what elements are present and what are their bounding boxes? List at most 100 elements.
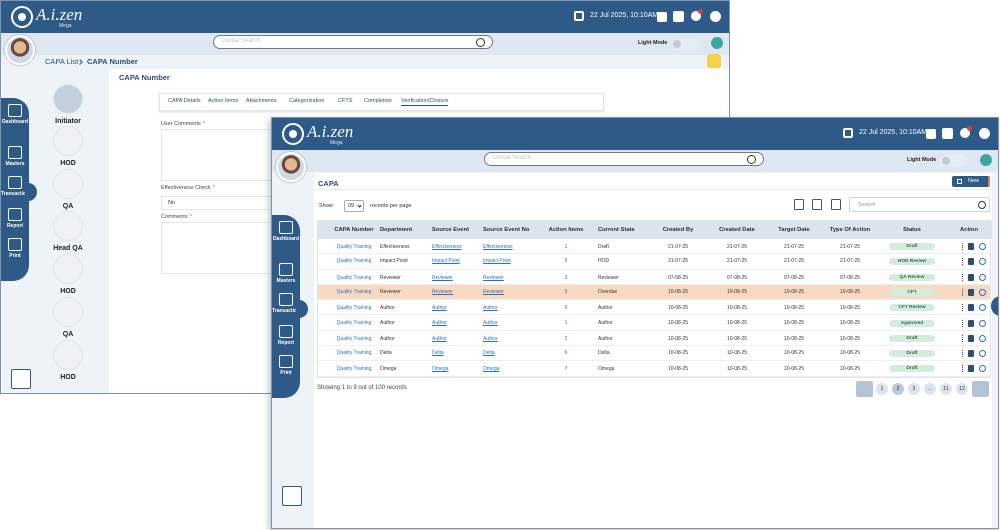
page-number[interactable]: 12 <box>956 383 968 395</box>
nav-label[interactable]: Masters <box>5 161 25 167</box>
print-settings-icon[interactable] <box>11 369 31 389</box>
view-icon[interactable] <box>968 365 974 373</box>
view-icon[interactable] <box>968 273 974 281</box>
view-icon[interactable] <box>968 288 974 296</box>
tab[interactable]: Attachments <box>246 98 277 104</box>
link-cell[interactable]: Quality Training <box>336 366 372 373</box>
nav-label[interactable]: Dashboard <box>1 119 29 125</box>
link-cell[interactable]: 5 <box>564 288 568 295</box>
row-menu[interactable] <box>962 334 964 342</box>
link-cell[interactable]: Reviewer <box>432 288 453 295</box>
history-icon[interactable] <box>979 350 986 358</box>
link-cell[interactable]: Author <box>432 305 447 312</box>
sidebar-toggle[interactable] <box>296 300 308 318</box>
globe-icon[interactable] <box>476 38 485 47</box>
link-cell[interactable]: Quality Training <box>336 274 372 281</box>
home-icon[interactable] <box>926 129 936 139</box>
view-icon[interactable] <box>968 334 974 342</box>
link-cell[interactable]: Impact Point <box>483 258 511 265</box>
nav-label[interactable]: Print <box>280 370 292 376</box>
history-icon[interactable] <box>979 304 986 312</box>
tab[interactable]: Categorization <box>289 98 325 104</box>
settings-icon[interactable] <box>979 128 990 139</box>
calendar-icon[interactable] <box>574 11 584 21</box>
view-icon[interactable] <box>968 304 974 312</box>
edit-button[interactable] <box>707 54 721 68</box>
link-cell[interactable]: Omega <box>432 366 449 373</box>
toolbar-icon[interactable] <box>794 199 804 210</box>
link-cell[interactable]: Author <box>432 335 447 342</box>
theme-toggle[interactable] <box>940 155 968 167</box>
settings-icon[interactable] <box>710 11 721 22</box>
theme-toggle[interactable] <box>671 38 699 50</box>
nav-label[interactable]: Report <box>277 340 295 346</box>
link-cell[interactable]: Omega <box>483 366 500 373</box>
print-settings-icon[interactable] <box>282 486 302 506</box>
link-cell[interactable]: Reviewer <box>483 288 504 295</box>
row-menu[interactable] <box>962 350 964 358</box>
tab[interactable]: Verification/Closure <box>401 98 449 106</box>
history-icon[interactable] <box>979 273 986 281</box>
select-input[interactable]: No <box>161 196 281 210</box>
textarea[interactable] <box>161 222 281 274</box>
nav-icon[interactable] <box>8 104 22 117</box>
link-cell[interactable]: Quality Training <box>336 335 372 342</box>
link-cell[interactable]: 6 <box>564 305 568 312</box>
view-icon[interactable] <box>968 350 974 358</box>
link-cell[interactable]: Quality Training <box>336 319 372 326</box>
next-page[interactable] <box>972 381 989 397</box>
page-number[interactable]: 2 <box>892 383 904 395</box>
link-cell[interactable]: Impact Point <box>432 258 460 265</box>
link-cell[interactable]: 1 <box>564 319 568 326</box>
nav-icon[interactable] <box>8 146 22 159</box>
nav-icon[interactable] <box>8 208 22 221</box>
row-menu[interactable] <box>962 319 964 327</box>
row-menu[interactable] <box>962 288 964 296</box>
tab[interactable]: Action Items <box>208 98 239 104</box>
row-menu[interactable] <box>962 365 964 373</box>
global-search[interactable]: Global Search <box>484 152 764 166</box>
link-cell[interactable]: Delta <box>432 350 444 357</box>
notification-icon[interactable] <box>691 11 701 21</box>
history-icon[interactable] <box>979 258 986 266</box>
row-menu[interactable] <box>962 304 964 312</box>
help-icon[interactable] <box>980 154 992 166</box>
view-icon[interactable] <box>968 258 974 266</box>
history-icon[interactable] <box>979 288 986 296</box>
link-cell[interactable]: 6 <box>564 350 568 357</box>
page-number[interactable]: 11 <box>940 383 952 395</box>
link-cell[interactable]: Reviewer <box>432 274 453 281</box>
link-cell[interactable]: Author <box>483 319 498 326</box>
nav-label[interactable]: Dashboard <box>272 236 300 242</box>
page-number[interactable]: ... <box>924 383 936 395</box>
new-button[interactable]: New <box>952 176 990 187</box>
view-icon[interactable] <box>968 243 974 250</box>
page-number[interactable]: 1 <box>876 383 888 395</box>
link-cell[interactable]: Author <box>483 305 498 312</box>
notification-icon[interactable] <box>960 128 970 138</box>
history-icon[interactable] <box>979 243 986 250</box>
nav-icon[interactable] <box>279 263 293 276</box>
nav-label[interactable]: Transaction <box>272 308 301 314</box>
link-cell[interactable]: 5 <box>564 258 568 265</box>
link-cell[interactable]: 2 <box>564 335 568 342</box>
link-cell[interactable]: Quality Training <box>336 305 372 312</box>
history-icon[interactable] <box>979 319 986 327</box>
right-collapse[interactable] <box>991 296 998 316</box>
page-size-select[interactable]: 09 <box>344 200 364 212</box>
history-icon[interactable] <box>979 365 986 373</box>
help-icon[interactable] <box>711 37 723 49</box>
link-cell[interactable]: Quality Training <box>336 258 372 265</box>
row-menu[interactable] <box>962 273 964 281</box>
nav-icon[interactable] <box>279 293 293 306</box>
home-icon[interactable] <box>657 12 667 22</box>
toolbar-icon[interactable] <box>812 199 822 210</box>
row-menu[interactable] <box>962 243 964 250</box>
nav-label[interactable]: Transaction <box>1 191 30 197</box>
nav-icon[interactable] <box>8 238 22 251</box>
link-cell[interactable]: Quality Training <box>336 244 372 250</box>
link-cell[interactable]: Author <box>483 335 498 342</box>
link-cell[interactable]: Quality Training <box>336 350 372 357</box>
breadcrumb-link[interactable]: CAPA List <box>45 57 79 66</box>
view-icon[interactable] <box>968 319 974 327</box>
